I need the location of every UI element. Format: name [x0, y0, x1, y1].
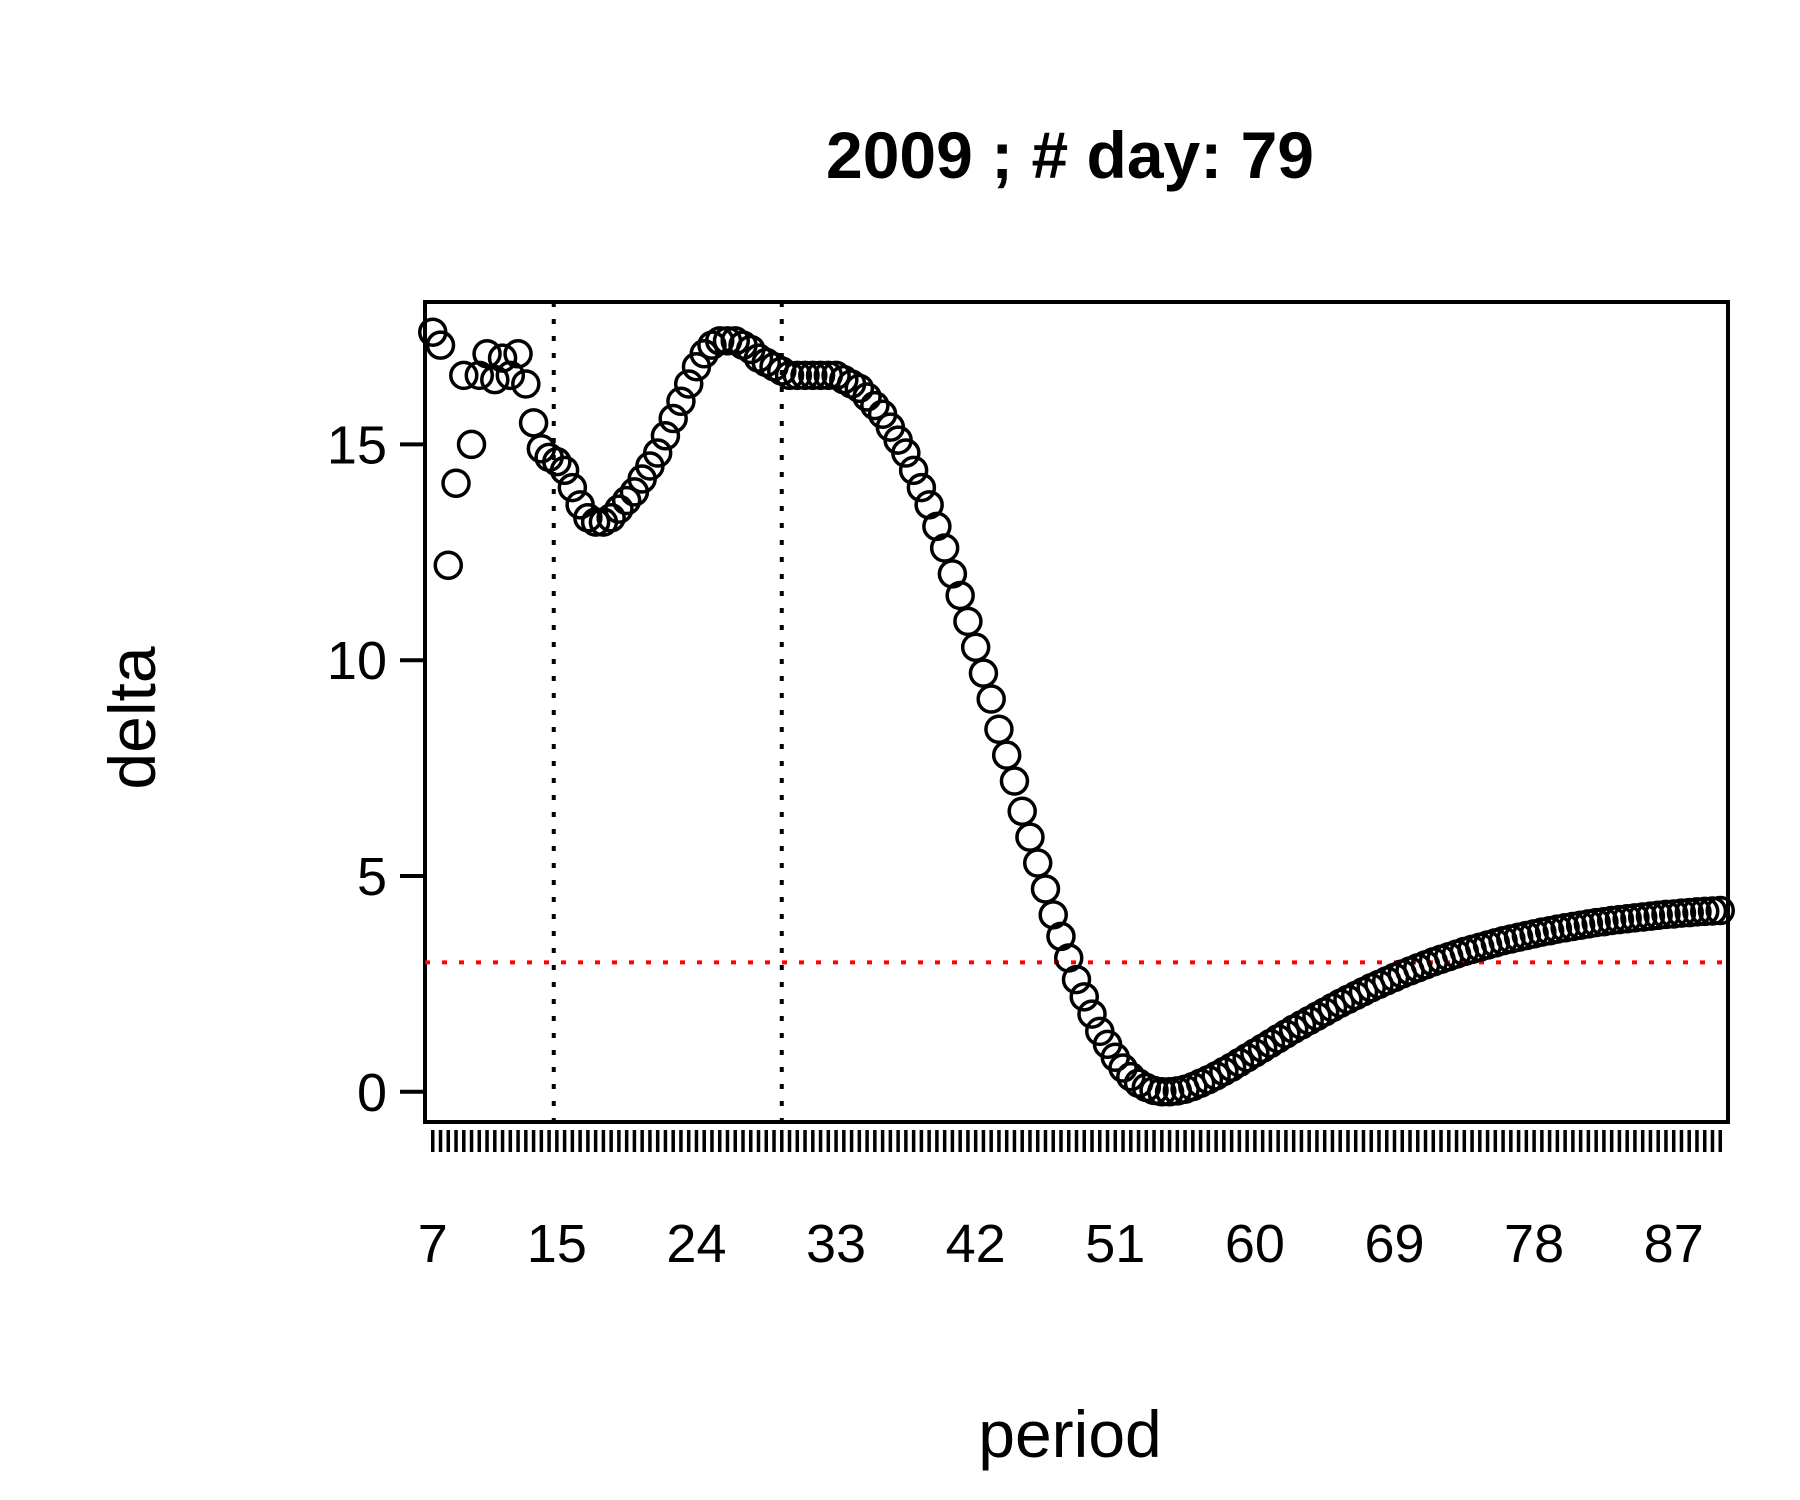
- data-point: [898, 455, 929, 486]
- data-point: [805, 360, 836, 391]
- y-tick-label: 5: [357, 847, 387, 907]
- x-tick-label: 51: [1085, 1214, 1145, 1274]
- data-point: [1697, 896, 1728, 926]
- data-point: [1116, 1061, 1146, 1092]
- x-tick-label: 69: [1364, 1214, 1424, 1274]
- data-point: [968, 658, 999, 688]
- data-point: [976, 684, 1006, 714]
- data-point: [472, 339, 502, 369]
- data-point: [658, 403, 688, 434]
- data-point: [518, 408, 549, 438]
- plot-area: 0 5 10 15 7 15 24 33 42 51 60 69 78 87: [327, 300, 1735, 1274]
- data-point: [596, 503, 626, 533]
- data-point: [782, 360, 813, 391]
- data-point: [549, 455, 580, 486]
- data-point: [991, 740, 1022, 770]
- data-point: [852, 382, 882, 412]
- x-tick-label: 60: [1225, 1214, 1285, 1274]
- data-point: [953, 606, 983, 637]
- data-point: [611, 485, 642, 516]
- data-point: [580, 507, 611, 537]
- y-tick-label: 10: [327, 631, 387, 691]
- y-axis-label: delta: [95, 646, 169, 789]
- data-point: [1108, 1053, 1138, 1083]
- data-point: [844, 373, 875, 404]
- data-point: [1689, 896, 1720, 927]
- data-point: [487, 343, 518, 373]
- data-point: [441, 468, 471, 499]
- data-point: [1022, 848, 1053, 878]
- data-point: [999, 766, 1030, 796]
- data-point: [449, 360, 479, 391]
- chart-title: 2009 ; # day: 79: [826, 118, 1314, 192]
- x-tick-label: 24: [666, 1214, 726, 1274]
- plot-frame: [423, 300, 1730, 1124]
- data-point: [798, 360, 828, 391]
- x-tick-label: 7: [418, 1214, 448, 1274]
- data-point: [1077, 999, 1107, 1029]
- data-point: [1147, 1077, 1177, 1107]
- x-tick-label: 87: [1644, 1214, 1704, 1274]
- data-point: [1007, 796, 1037, 827]
- data-point: [860, 390, 890, 421]
- data-point: [1061, 964, 1092, 995]
- data-point: [891, 438, 921, 468]
- data-point: [929, 533, 960, 563]
- y-tick-label: 15: [327, 415, 387, 475]
- data-point: [1030, 874, 1061, 904]
- data-point: [604, 494, 634, 524]
- x-axis-label: period: [978, 1397, 1161, 1471]
- data-point: [984, 714, 1014, 745]
- data-point: [666, 386, 696, 417]
- data-point: [650, 421, 681, 451]
- data-point: [425, 330, 456, 360]
- x-tick-label: 15: [527, 1214, 587, 1274]
- data-point: [960, 632, 991, 663]
- data-point: [433, 550, 464, 581]
- data-point: [1705, 895, 1735, 926]
- data-point: [542, 446, 572, 477]
- x-tick-label: 42: [946, 1214, 1006, 1274]
- data-point: [945, 580, 975, 611]
- data-point: [503, 339, 533, 369]
- data-point: [704, 326, 735, 356]
- data-point: [906, 472, 937, 503]
- data-point: [511, 369, 541, 399]
- data-point: [1015, 822, 1045, 852]
- x-tick-label: 78: [1504, 1214, 1564, 1274]
- data-point: [774, 360, 805, 391]
- data-point: [790, 360, 820, 391]
- data-point: [1069, 982, 1100, 1012]
- data-point: [673, 369, 704, 399]
- data-point: [1666, 898, 1697, 928]
- data-point: [456, 429, 487, 460]
- x-tick-label: 33: [806, 1214, 866, 1274]
- data-point: [642, 438, 673, 468]
- data-point: [557, 472, 588, 503]
- data-point: [1682, 897, 1712, 927]
- y-tick-label: 0: [357, 1063, 387, 1123]
- data-point: [1651, 899, 1681, 930]
